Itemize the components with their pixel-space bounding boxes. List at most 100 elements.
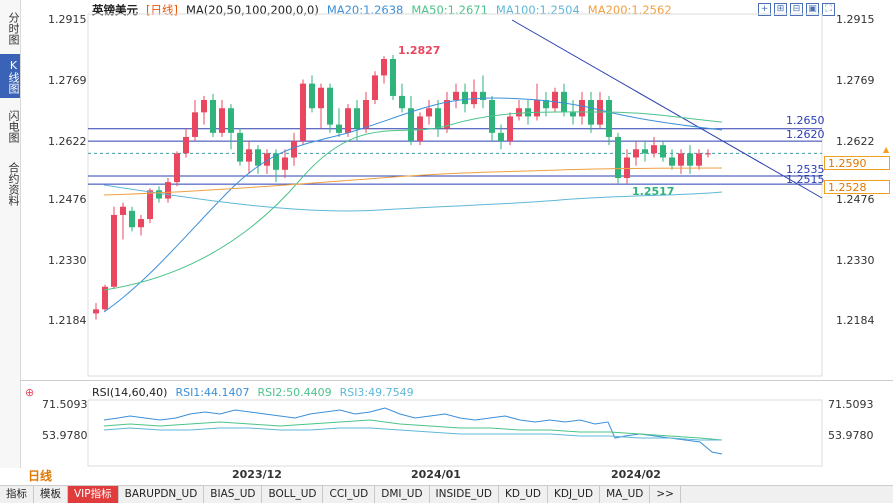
candle-body [147, 190, 153, 220]
candle-body [561, 91, 567, 113]
chart-toolbar: + ⊞ ⊟ ▣ ⛶ [758, 3, 835, 16]
candle-body [660, 145, 666, 158]
price-tick-right: 1.2330 [836, 254, 875, 267]
tab-contract-info[interactable]: 合约资料 [7, 162, 20, 206]
tab-indicators[interactable]: 指标 [0, 486, 34, 503]
candle-body [399, 95, 405, 109]
candle-body [201, 100, 207, 113]
tab-inside[interactable]: INSIDE_UD [430, 486, 499, 503]
tab-kline[interactable]: K线图 [0, 54, 20, 98]
candle-body [642, 149, 648, 154]
ma200-line [103, 167, 723, 196]
candle-body [111, 214, 117, 287]
price-tick-left: 1.2330 [48, 254, 87, 267]
ma100-line [103, 184, 723, 212]
candle-body [579, 100, 585, 117]
price-tick-right: 1.2769 [836, 74, 875, 87]
tab-barupdn[interactable]: BARUPDN_UD [119, 486, 205, 503]
price-tick-left: 1.2476 [48, 193, 87, 206]
tab-kdj[interactable]: KDJ_UD [548, 486, 601, 503]
candle-body [624, 157, 630, 179]
tab-dmi[interactable]: DMI_UD [375, 486, 430, 503]
candle-body [309, 83, 315, 109]
rsi-tick-left: 71.5093 [42, 398, 88, 411]
more-tabs-button[interactable]: >> [650, 486, 681, 503]
candle-body [120, 206, 126, 215]
tab-bias[interactable]: BIAS_UD [204, 486, 263, 503]
fullscreen-icon[interactable]: ⛶ [822, 3, 835, 16]
candle-body [372, 75, 378, 101]
candle-body [156, 190, 162, 199]
tab-kd[interactable]: KD_UD [499, 486, 548, 503]
ma50-line [103, 111, 723, 291]
rsi1-line [103, 407, 723, 455]
tab-templates[interactable]: 模板 [34, 486, 68, 503]
candle-body [129, 210, 135, 228]
candle-body [273, 153, 279, 170]
rsi-label[interactable]: RSI(14,60,40) [92, 386, 168, 399]
candle-body [327, 87, 333, 125]
candle-body [390, 58, 396, 96]
candle-body [552, 91, 558, 109]
tab-cci[interactable]: CCI_UD [323, 486, 376, 503]
high-annotation: 1.2827 [398, 44, 441, 57]
candle-body [678, 153, 684, 166]
candle-body [255, 149, 261, 166]
candle-body [570, 112, 576, 117]
tab-timeshare[interactable]: 分时图 [7, 11, 20, 45]
fit-icon[interactable]: ▣ [806, 3, 819, 16]
candle-body [651, 145, 657, 154]
current-price-tag: 1.2590 [824, 156, 890, 170]
tab-boll[interactable]: BOLL_UD [262, 486, 324, 503]
rsi3-value: RSI3:49.7549 [339, 386, 414, 399]
candle-body [687, 153, 693, 166]
candle-body [345, 108, 351, 133]
zoom-in-icon[interactable]: ⊞ [774, 3, 787, 16]
candle-body [102, 286, 108, 310]
level-label: 1.2535 [786, 163, 825, 176]
panel-divider [20, 380, 893, 381]
time-label: 2023/12 [232, 468, 282, 481]
candle-body [219, 108, 225, 133]
candle-body [417, 116, 423, 142]
trend-line [511, 19, 823, 199]
period-button[interactable]: 日线 [28, 469, 53, 483]
candle-body [606, 100, 612, 137]
candle-body [174, 153, 180, 183]
price-tick-right: 1.2622 [836, 135, 875, 148]
tab-ma[interactable]: MA_UD [600, 486, 651, 503]
candlestick-chart[interactable] [0, 0, 893, 380]
candle-body [615, 136, 621, 179]
candle-body [435, 108, 441, 129]
price-tick-left: 1.2915 [48, 13, 87, 26]
price-tick-left: 1.2184 [48, 314, 87, 327]
target-icon[interactable]: ⊕ [25, 386, 35, 399]
price-tick-right: 1.2476 [836, 193, 875, 206]
candle-body [498, 132, 504, 142]
price-tick-left: 1.2622 [48, 135, 87, 148]
candle-body [543, 100, 549, 109]
tab-lightning[interactable]: 闪电图 [7, 109, 20, 143]
candle-body [165, 182, 171, 199]
price-tick-right: 1.2184 [836, 314, 875, 327]
rsi-chart[interactable] [0, 380, 893, 470]
candle-body [426, 108, 432, 117]
crosshair-icon[interactable]: + [758, 3, 771, 16]
candle-body [669, 157, 675, 166]
candle-body [291, 141, 297, 158]
candle-body [300, 83, 306, 142]
candle-body [480, 91, 486, 101]
candle-body [93, 309, 99, 314]
time-label: 2024/01 [411, 468, 461, 481]
rsi1-value: RSI1:44.1407 [175, 386, 250, 399]
indicator-tab-bar: 指标 模板 VIP指标 BARUPDN_UD BIAS_UD BOLL_UD C… [0, 485, 893, 503]
candle-body [354, 108, 360, 129]
price-marker-icon: ▲ [883, 145, 890, 154]
time-label: 2024/02 [611, 468, 661, 481]
candle-body [336, 124, 342, 133]
zoom-out-icon[interactable]: ⊟ [790, 3, 803, 16]
candle-body [633, 149, 639, 158]
candle-body [696, 153, 702, 166]
tab-vip-indicators[interactable]: VIP指标 [68, 486, 119, 503]
rsi-legend: RSI(14,60,40) RSI1:44.1407 RSI2:50.4409 … [92, 386, 414, 399]
